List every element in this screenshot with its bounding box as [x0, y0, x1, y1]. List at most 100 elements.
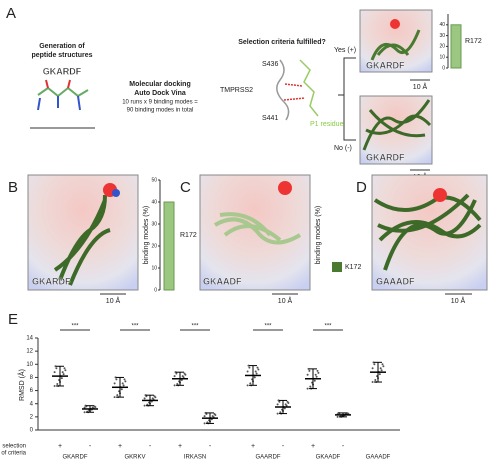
criteria-sign: -	[209, 443, 212, 450]
arrow	[343, 95, 356, 141]
criteria-sign: -	[89, 443, 92, 450]
point-cloud	[64, 369, 67, 372]
point-cloud	[120, 388, 123, 391]
point-cloud	[60, 377, 63, 380]
point-cloud	[246, 384, 249, 387]
panel-label: E	[8, 311, 18, 328]
point-cloud	[257, 368, 260, 371]
peptide-trace	[373, 193, 482, 271]
residue: S436	[262, 61, 278, 68]
point-cloud	[124, 380, 127, 383]
point-cloud	[203, 415, 206, 418]
point-cloud	[254, 370, 257, 373]
scale-label: 10 Å	[278, 296, 293, 305]
point-cloud	[173, 384, 176, 387]
point-cloud	[94, 406, 97, 408]
inset-label: GKAADF	[203, 276, 242, 286]
point-cloud	[61, 371, 64, 374]
point-cloud	[371, 367, 374, 370]
point-cloud	[83, 406, 86, 409]
point-cloud	[173, 375, 176, 378]
inset-label: GKARDF	[366, 152, 405, 162]
title: Auto Dock Vina	[134, 90, 186, 97]
y-tick-label: 2	[30, 414, 34, 420]
note: 90 binding modes in total	[127, 108, 194, 114]
bar-label: R172	[465, 38, 482, 45]
point-cloud	[287, 402, 290, 405]
axis-title: binding modes (%)	[143, 206, 150, 264]
group-label: GKAADF	[316, 455, 341, 461]
y-tick-label: 12	[26, 349, 33, 355]
y-tick-label: 20	[151, 243, 157, 249]
row-label: selection	[2, 444, 26, 450]
inset-label: GAAADF	[376, 276, 415, 286]
point-cloud	[143, 404, 146, 407]
y-tick-label: 10	[151, 265, 157, 271]
point-cloud	[154, 396, 157, 399]
protein: TMPRSS2	[220, 87, 253, 94]
group-label: GKARDF	[62, 455, 87, 461]
point-cloud	[373, 363, 376, 366]
point-cloud	[381, 363, 384, 366]
panel-label: A	[6, 5, 16, 22]
group-label: GAARDF	[255, 455, 280, 461]
point-cloud	[308, 369, 311, 372]
y-tick-label: 40	[151, 199, 157, 205]
point-cloud	[283, 407, 286, 410]
atom	[390, 19, 400, 29]
y-tick-label: 30	[151, 221, 157, 227]
significance: ***	[131, 324, 139, 330]
peptide-trace	[213, 212, 302, 245]
point-cloud	[278, 400, 281, 403]
peptide: GKARDF	[43, 66, 82, 76]
point-cloud	[121, 382, 124, 385]
point-cloud	[336, 415, 339, 418]
peptide-trace	[370, 29, 421, 61]
point-cloud	[382, 365, 385, 368]
point-cloud	[182, 376, 185, 379]
y-tick-label: 40	[439, 22, 445, 28]
point-cloud	[184, 373, 187, 376]
branch-label: Yes (+)	[334, 47, 356, 54]
y-tick-label: 4	[30, 401, 34, 407]
criteria-sign: +	[178, 443, 182, 450]
y-tick-label: 30	[439, 33, 445, 39]
point-cloud	[276, 412, 279, 415]
title: Selection criteria fulfilled?	[238, 39, 326, 46]
point-cloud	[315, 375, 318, 378]
axis-title: RMSD (Å)	[17, 369, 26, 401]
scale-label: 10 Å	[106, 296, 121, 305]
point-cloud	[83, 411, 86, 414]
bar	[450, 24, 462, 69]
point-cloud	[256, 366, 259, 369]
group-label: GKRKV	[124, 455, 145, 461]
point-cloud	[314, 373, 317, 376]
group-label: GAAADF	[366, 455, 391, 461]
point-cloud	[122, 384, 125, 387]
point-cloud	[306, 387, 309, 390]
y-tick-label: 6	[30, 388, 34, 394]
residue: S441	[262, 115, 278, 122]
bar	[163, 201, 175, 291]
point-cloud	[180, 379, 183, 382]
peptide-trace	[362, 99, 432, 151]
bar-label: R172	[180, 232, 197, 239]
criteria-sign: -	[149, 443, 152, 450]
point-cloud	[316, 369, 319, 372]
arrow	[338, 57, 356, 96]
peptide-trace	[53, 194, 111, 286]
point-cloud	[246, 370, 249, 373]
atom	[278, 181, 292, 195]
panel-label: D	[356, 179, 367, 196]
y-tick-label: 20	[439, 44, 445, 50]
panel-label: C	[180, 179, 191, 196]
significance: ***	[191, 324, 199, 330]
y-tick-label: 10	[439, 55, 445, 61]
point-cloud	[123, 378, 126, 381]
title: Generation of	[39, 43, 85, 50]
note: 10 runs x 9 binding modes =	[122, 100, 198, 106]
point-cloud	[374, 379, 377, 382]
structure-image	[199, 174, 311, 291]
point-cloud	[62, 373, 65, 376]
